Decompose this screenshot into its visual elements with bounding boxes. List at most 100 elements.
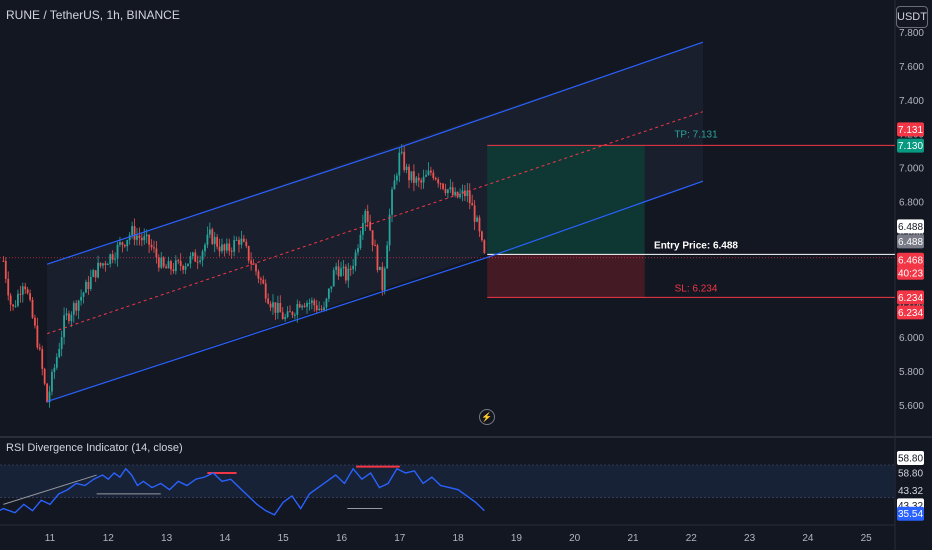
candle-body <box>187 263 189 267</box>
price-label-badge <box>897 122 924 137</box>
candle-body <box>77 300 80 311</box>
lightning-icon[interactable]: ⚡ <box>479 409 495 425</box>
candle-body <box>119 242 121 245</box>
symbol-title: RUNE / TetherUS, 1h, BINANCE <box>6 8 180 22</box>
x-tick-label: 24 <box>802 533 814 544</box>
candle-body <box>133 226 136 240</box>
y-tick-label: 7.000 <box>899 164 924 175</box>
candle-body <box>357 248 359 253</box>
overlay-layer <box>46 41 704 403</box>
candle-body <box>196 261 199 263</box>
candle-body <box>70 314 73 322</box>
price-label-text: 40:23 <box>898 268 923 279</box>
candle-body <box>376 245 379 271</box>
candle-body <box>422 176 425 183</box>
x-tick-label: 23 <box>744 533 756 544</box>
candle-body <box>298 304 301 308</box>
candle-body <box>403 151 406 171</box>
candle-body <box>412 171 415 183</box>
y-tick-label: 7.800 <box>899 28 924 39</box>
candle-body <box>444 188 447 193</box>
candle-body <box>140 237 143 241</box>
candle-body <box>238 239 240 245</box>
candle-body <box>218 246 221 252</box>
candle-body <box>408 166 410 181</box>
candle-body <box>434 178 437 180</box>
candle-body <box>189 256 192 264</box>
candle-body <box>24 286 27 290</box>
candle-body <box>400 151 403 153</box>
candle-body <box>233 240 236 252</box>
rsi-label-badge <box>897 483 924 498</box>
candle-body <box>41 349 44 369</box>
candle-body <box>327 288 330 299</box>
candle-body <box>313 300 316 306</box>
rsi-label-badge <box>897 466 924 480</box>
candle-body <box>240 238 243 245</box>
rsi-label-text: 58.80 <box>898 469 923 480</box>
candle-body <box>102 263 104 266</box>
candle-body <box>174 260 177 272</box>
currency-button[interactable]: USDT <box>896 6 928 28</box>
x-tick-label: 20 <box>569 533 581 544</box>
candle-body <box>225 243 228 251</box>
candle-body <box>442 183 444 189</box>
rsi-indicator-title[interactable]: RSI Divergence Indicator (14, close) <box>6 442 183 454</box>
candle-body <box>354 252 357 266</box>
candle-body <box>230 250 233 252</box>
candle-body <box>7 278 10 296</box>
candle-body <box>143 236 146 241</box>
candle-body <box>315 305 318 311</box>
candle-body <box>223 244 226 251</box>
candle-body <box>267 298 270 304</box>
candle-body <box>417 177 420 181</box>
candle-body <box>38 347 41 350</box>
candle-body <box>483 240 486 253</box>
candle-body <box>464 190 466 197</box>
candle-body <box>12 304 14 307</box>
candle-body <box>19 293 22 295</box>
candle-body <box>153 247 155 249</box>
candle-body <box>255 264 257 272</box>
candle-body <box>459 193 461 198</box>
candle-body <box>172 269 175 272</box>
candle-body <box>291 311 294 316</box>
price-label-badge <box>897 234 924 249</box>
y-tick-label: 5.600 <box>899 401 924 412</box>
candle-body <box>14 305 17 307</box>
candle-body <box>114 258 117 260</box>
candle-body <box>359 234 362 249</box>
candle-body <box>55 357 58 368</box>
candle-body <box>476 217 478 222</box>
candle-body <box>344 266 347 281</box>
candle-body <box>337 266 340 277</box>
channel-fill <box>47 42 703 402</box>
candle-body <box>425 174 427 177</box>
candle-body <box>323 307 325 310</box>
candle-body <box>82 292 85 297</box>
candle-body <box>211 229 214 244</box>
candle-body <box>21 286 24 295</box>
x-tick-label: 11 <box>45 533 56 544</box>
candle-body <box>160 257 163 268</box>
candle-body <box>449 187 452 190</box>
x-tick-label: 15 <box>278 533 290 544</box>
candle-body <box>461 190 464 194</box>
candle-body <box>148 234 151 245</box>
candle-body <box>182 265 185 270</box>
candle-body <box>213 237 216 244</box>
candle-body <box>80 296 82 301</box>
candle-body <box>303 305 306 307</box>
candle-body <box>126 240 129 247</box>
candle-body <box>286 311 289 318</box>
price-label-badge <box>897 252 924 267</box>
candle-body <box>170 261 172 270</box>
candle-body <box>308 302 311 304</box>
candle-body <box>247 246 250 261</box>
y-tick-label: 7.600 <box>899 62 924 73</box>
price-label-text: 7.130 <box>898 141 923 152</box>
channel-upper-line <box>46 41 704 265</box>
rsi-label-text: 35.54 <box>898 509 923 520</box>
x-tick-label: 19 <box>511 533 523 544</box>
